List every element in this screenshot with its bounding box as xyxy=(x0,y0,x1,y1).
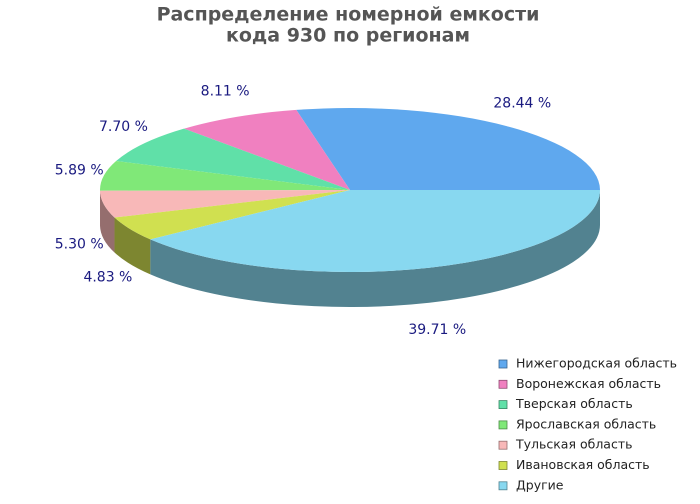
value-label: 7.70 % xyxy=(99,119,148,135)
legend-swatch xyxy=(499,421,507,429)
value-label: 5.89 % xyxy=(55,163,104,179)
value-label: 28.44 % xyxy=(493,96,551,112)
legend-swatch xyxy=(499,360,507,368)
value-label: 4.83 % xyxy=(83,270,132,286)
legend-label: Ивановская область xyxy=(516,457,650,472)
legend-label: Ярославская область xyxy=(516,416,656,431)
chart-title: кода 930 по регионам xyxy=(226,25,470,47)
legend-swatch xyxy=(499,401,507,409)
legend-label: Тульская область xyxy=(515,437,633,452)
legend-label: Воронежская область xyxy=(516,376,661,391)
legend-swatch xyxy=(499,482,507,490)
legend-label: Другие xyxy=(516,477,564,492)
legend-swatch xyxy=(499,462,507,470)
value-label: 5.30 % xyxy=(55,236,104,252)
legend-swatch xyxy=(499,441,507,449)
legend-label: Нижегородская область xyxy=(516,356,677,371)
value-label: 39.71 % xyxy=(408,322,466,338)
legend-swatch xyxy=(499,380,507,388)
legend-label: Тверская область xyxy=(515,396,633,411)
value-label: 8.11 % xyxy=(201,83,250,99)
chart-title: Распределение номерной емкости xyxy=(157,4,540,26)
slice xyxy=(296,108,600,190)
